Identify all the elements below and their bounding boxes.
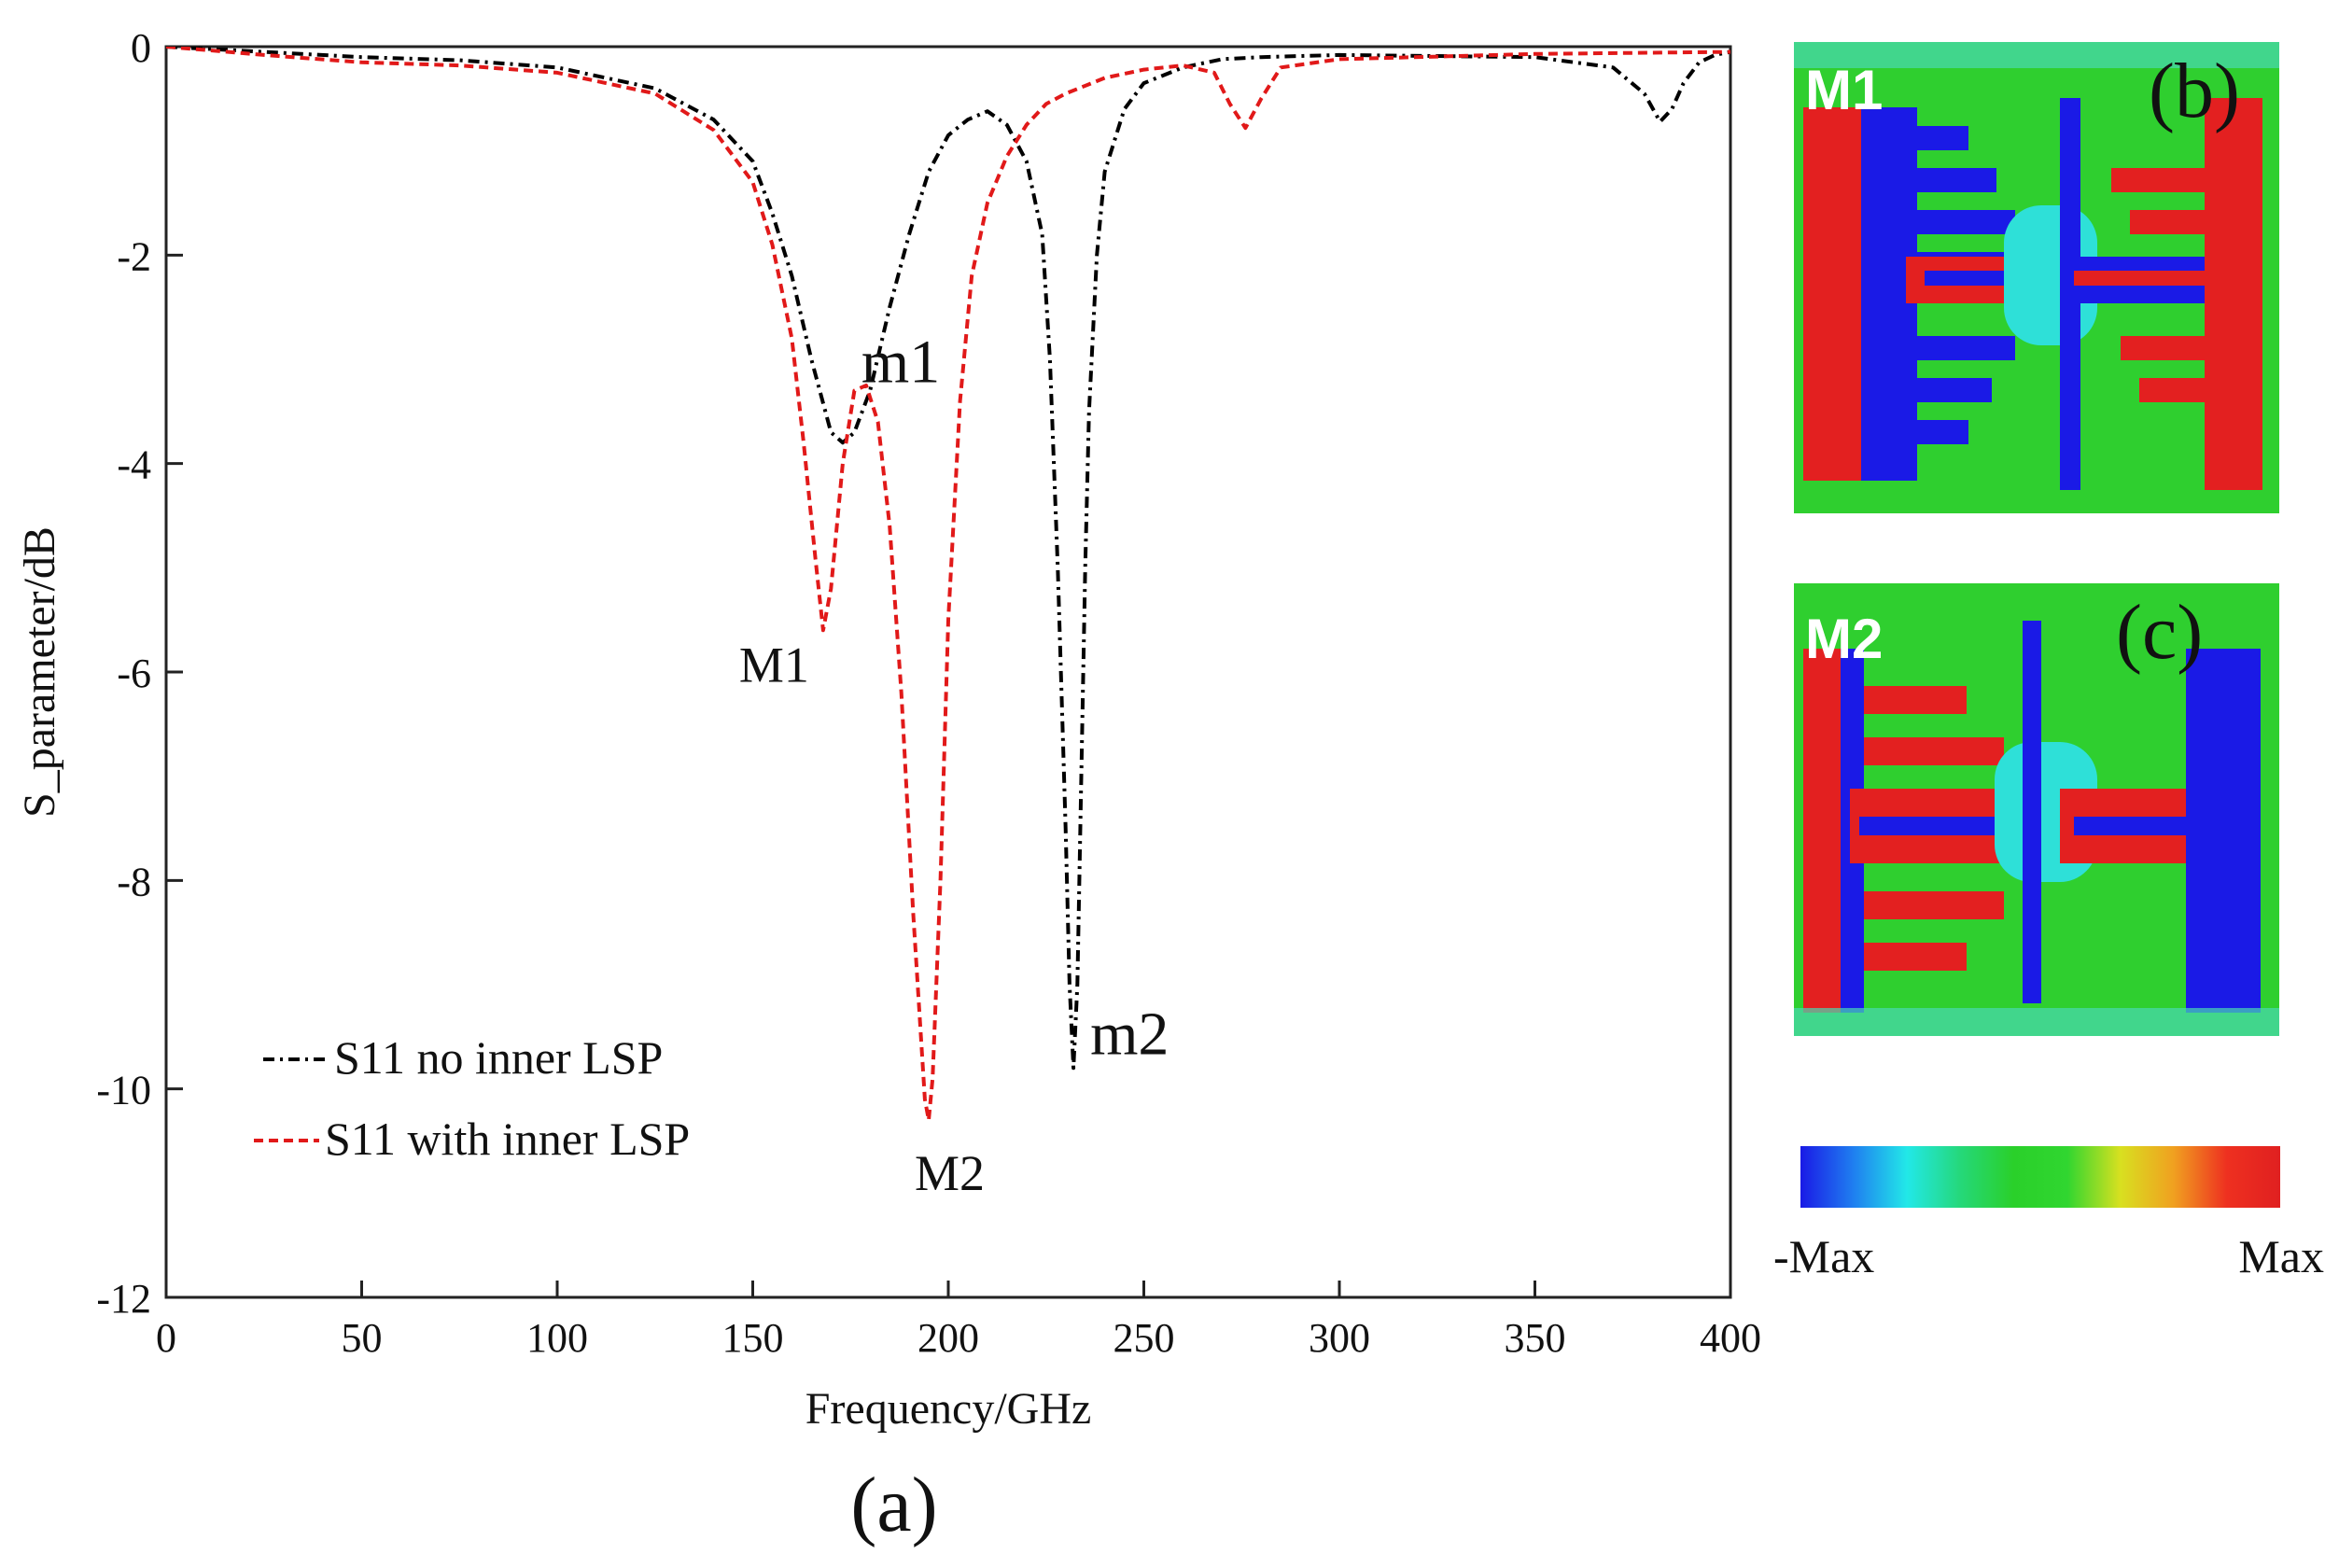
y-axis-ticks: 0 -2 -4 -6 -8 -10 -12 bbox=[96, 25, 183, 1322]
y-tick-label: -6 bbox=[117, 651, 151, 696]
annotation-m1: m1 bbox=[861, 328, 940, 396]
x-tick-label: 150 bbox=[722, 1315, 784, 1361]
x-tick-label: 100 bbox=[526, 1315, 588, 1361]
field-map-right-red-bar bbox=[2205, 98, 2262, 490]
x-axis-ticks: 0 50 100 150 200 250 300 350 400 bbox=[156, 1281, 1761, 1361]
series-layer bbox=[166, 47, 1730, 1123]
colorbar: -Max Max bbox=[1773, 1146, 2324, 1282]
field-map-left-red-bar bbox=[1803, 107, 1861, 481]
colorbar-gradient bbox=[1800, 1146, 2280, 1208]
panel-label-a: (a) bbox=[850, 1462, 937, 1548]
x-tick-label: 250 bbox=[1113, 1315, 1175, 1361]
y-tick-label: 0 bbox=[131, 25, 151, 71]
field-map-right-comb bbox=[2111, 168, 2205, 402]
field-map-top-strip bbox=[1794, 42, 2279, 68]
y-tick-label: -10 bbox=[96, 1068, 151, 1113]
annotation-layer: m1 m2 M1 M2 bbox=[739, 328, 1170, 1201]
annotation-m1: M1 bbox=[739, 637, 809, 693]
y-tick-label: -4 bbox=[117, 442, 151, 488]
x-tick-label: 350 bbox=[1505, 1315, 1566, 1361]
series-line-0 bbox=[166, 47, 1730, 1071]
annotation-m2: m2 bbox=[1090, 1000, 1169, 1068]
y-tick-label: -2 bbox=[117, 233, 151, 279]
panel-label-c: (c) bbox=[2116, 589, 2203, 676]
field-map-mode-label: M1 bbox=[1805, 59, 1883, 121]
colorbar-min-label: -Max bbox=[1773, 1230, 1874, 1282]
field-map-m1: M1 (b) bbox=[1794, 42, 2279, 513]
legend-label-with-inner-lsp: S11 with inner LSP bbox=[325, 1113, 690, 1165]
field-map-right-arm-core bbox=[2074, 271, 2205, 286]
field-map-right-arm-core bbox=[2074, 817, 2214, 835]
s-parameter-chart: 0 50 100 150 200 250 300 350 400 0 -2 -4 -6 -8 -10 -12… bbox=[15, 25, 1761, 1548]
annotation-m2: M2 bbox=[915, 1145, 985, 1201]
field-map-vertical-slot bbox=[2023, 621, 2041, 1003]
field-map-mode-label: M2 bbox=[1805, 608, 1883, 670]
y-tick-label: -8 bbox=[117, 859, 151, 904]
legend-label-no-inner-lsp: S11 no inner LSP bbox=[334, 1031, 663, 1084]
field-map-m2: M2 (c) bbox=[1794, 583, 2279, 1036]
field-map-left-arm-core bbox=[1859, 817, 2009, 835]
plot-area bbox=[164, 45, 1732, 1299]
x-axis-label: Frequency/GHz bbox=[805, 1384, 1092, 1434]
x-tick-label: 50 bbox=[342, 1315, 383, 1361]
field-map-right-blue-block bbox=[2186, 649, 2261, 1013]
x-tick-label: 400 bbox=[1700, 1315, 1761, 1361]
field-map-left-red-bar bbox=[1803, 649, 1841, 1013]
x-tick-label: 200 bbox=[917, 1315, 979, 1361]
legend: S11 no inner LSP S11 with inner LSP bbox=[254, 1031, 690, 1165]
field-map-left-comb bbox=[1864, 686, 2004, 971]
field-map-bottom-strip bbox=[1794, 1008, 2279, 1036]
colorbar-max-label: Max bbox=[2238, 1230, 2324, 1282]
y-axis-label: S_parameter/dB bbox=[15, 526, 64, 818]
x-tick-label: 300 bbox=[1309, 1315, 1370, 1361]
y-tick-label: -12 bbox=[96, 1276, 151, 1322]
series-line-1 bbox=[166, 47, 1730, 1123]
x-tick-label: 0 bbox=[156, 1315, 176, 1361]
panel-label-b: (b) bbox=[2149, 48, 2240, 134]
